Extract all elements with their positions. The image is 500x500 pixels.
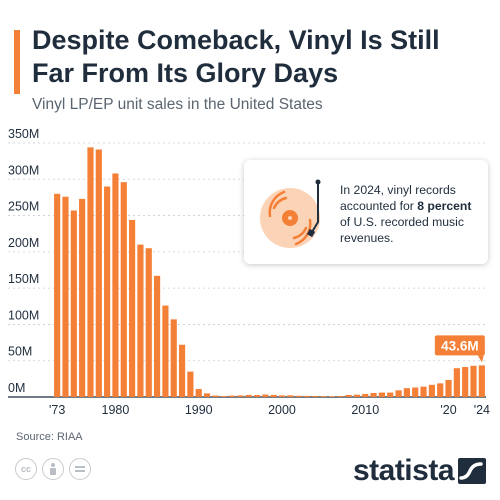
bar bbox=[62, 196, 69, 397]
callout-highlight: 8 percent bbox=[417, 199, 472, 213]
chart-subtitle: Vinyl LP/EP unit sales in the United Sta… bbox=[32, 96, 323, 113]
bar bbox=[295, 395, 302, 397]
bar bbox=[337, 396, 344, 397]
x-tick-label: 2000 bbox=[268, 403, 296, 417]
y-tick-label: 250M bbox=[8, 200, 39, 214]
bar bbox=[237, 395, 244, 397]
attribution-icon[interactable] bbox=[42, 458, 64, 480]
bar bbox=[187, 371, 194, 397]
statista-logo[interactable]: statista bbox=[353, 456, 486, 486]
bar bbox=[270, 394, 277, 397]
y-tick-label: 200M bbox=[8, 236, 39, 250]
bar bbox=[287, 395, 294, 397]
y-tick-label: 100M bbox=[8, 308, 39, 322]
bar bbox=[195, 389, 202, 397]
bar bbox=[328, 396, 336, 397]
bar bbox=[445, 379, 452, 397]
bar bbox=[395, 390, 402, 397]
x-tick-label: '24 bbox=[474, 403, 490, 417]
y-tick-label: 150M bbox=[8, 272, 39, 286]
annotation-box bbox=[434, 335, 485, 356]
bar bbox=[303, 395, 311, 397]
statista-wave-icon bbox=[458, 458, 486, 484]
x-tick-label: '20 bbox=[440, 403, 456, 417]
bar bbox=[362, 393, 369, 397]
vinyl-sales-chart: 0M 50M 100M 150M 200M 250M 300M 350M '73 1980 1990… bbox=[8, 128, 490, 417]
bar bbox=[154, 275, 161, 397]
source-note: Source: RIAA bbox=[16, 431, 83, 443]
bar bbox=[403, 388, 410, 397]
bar bbox=[104, 186, 111, 397]
bar bbox=[462, 367, 469, 397]
no-derivatives-icon[interactable] bbox=[69, 458, 91, 480]
bar bbox=[129, 219, 136, 397]
bar bbox=[228, 395, 236, 397]
bar bbox=[470, 365, 477, 397]
bar bbox=[178, 344, 186, 397]
bar bbox=[220, 396, 227, 397]
bar bbox=[320, 396, 327, 397]
bar bbox=[253, 395, 261, 397]
bar bbox=[420, 386, 427, 397]
bar bbox=[70, 210, 77, 397]
bar bbox=[162, 305, 169, 397]
x-tick-label: 1980 bbox=[102, 403, 130, 417]
bar bbox=[412, 387, 419, 397]
bar bbox=[437, 383, 444, 397]
bar bbox=[278, 395, 286, 397]
bar bbox=[370, 393, 377, 397]
y-tick-label: 300M bbox=[8, 163, 39, 177]
bar bbox=[212, 395, 219, 397]
bar bbox=[345, 394, 352, 397]
bar bbox=[478, 365, 485, 397]
bar bbox=[378, 392, 385, 397]
x-tick-label: 1990 bbox=[185, 403, 213, 417]
bar bbox=[453, 368, 460, 397]
bar bbox=[54, 193, 61, 397]
x-tick-label: '73 bbox=[49, 403, 65, 417]
revenue-share-callout: In 2024, vinyl records accounted for 8 p… bbox=[244, 160, 488, 264]
bar bbox=[95, 149, 102, 397]
title-accent-bar bbox=[14, 30, 20, 94]
bar bbox=[170, 319, 177, 397]
bar bbox=[137, 244, 144, 397]
x-tick-label: 2010 bbox=[351, 403, 379, 417]
bar bbox=[112, 173, 119, 397]
callout-text: In 2024, vinyl records accounted for 8 p… bbox=[340, 183, 472, 245]
brand-name: statista bbox=[352, 454, 455, 487]
cc-icon[interactable]: cc bbox=[15, 458, 37, 480]
bar bbox=[87, 147, 94, 397]
y-tick-label: 50M bbox=[8, 345, 32, 359]
license-icons: cc bbox=[15, 458, 91, 480]
bar bbox=[353, 394, 361, 397]
annotation-label: 43.6M bbox=[441, 338, 479, 353]
y-tick-label: 0M bbox=[8, 381, 25, 395]
bar bbox=[120, 182, 127, 397]
bar bbox=[145, 248, 152, 397]
y-tick-label: 350M bbox=[8, 128, 39, 141]
bar bbox=[79, 198, 86, 397]
bar bbox=[262, 394, 269, 397]
chart-title: Despite Comeback, Vinyl Is Still Far Fro… bbox=[32, 25, 440, 88]
bar bbox=[245, 394, 252, 397]
bar bbox=[203, 393, 211, 397]
vinyl-record-icon bbox=[260, 179, 321, 248]
bar bbox=[387, 392, 394, 397]
annotation-pointer bbox=[477, 355, 484, 363]
bar bbox=[428, 384, 435, 397]
bar bbox=[312, 395, 319, 397]
